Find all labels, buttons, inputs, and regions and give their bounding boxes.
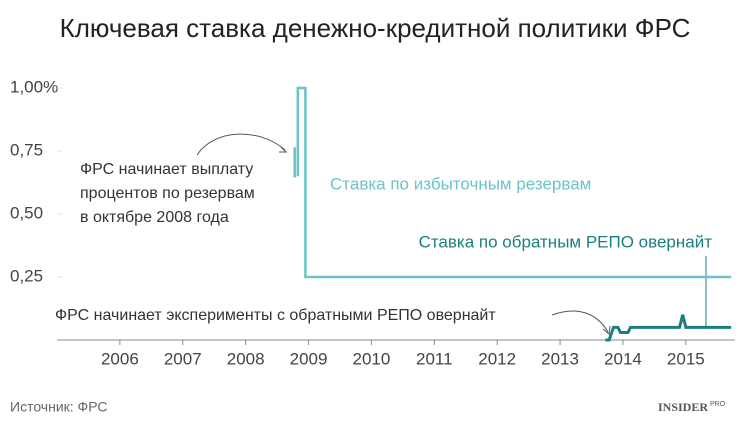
line [293, 86, 732, 279]
x-tick-label: 2006 [101, 349, 139, 368]
line [605, 314, 732, 342]
x-tick-label: 2011 [416, 349, 453, 368]
annotation: процентов по резервам [80, 185, 255, 202]
y-tick-label: 0,25 [10, 266, 43, 285]
y-tick-label: 0,50 [10, 203, 43, 222]
series-label: Ставка по обратным РЕПО овернайт [419, 232, 713, 251]
logo: INSIDER [658, 400, 708, 414]
x-tick-label: 2010 [353, 349, 391, 368]
arrow-head [279, 146, 288, 153]
annotation-arrow [551, 310, 609, 333]
x-tick-label: 2013 [541, 349, 579, 368]
x-tick-label: 2008 [227, 349, 265, 368]
x-tick-label: 2007 [164, 349, 202, 368]
x-tick-label: 2014 [604, 349, 642, 368]
y-tick-label: 0,75 [10, 140, 43, 159]
source: Источник: ФРС [10, 399, 107, 415]
annotation: ФРС начинает эксперименты с обратными РЕ… [55, 307, 496, 324]
annotation: ФРС начинает выплату [80, 161, 253, 178]
x-tick-label: 2015 [667, 349, 705, 368]
x-tick-label: 2009 [290, 349, 328, 368]
annotation: в октябре 2008 года [80, 209, 229, 226]
chart-title: Ключевая ставка денежно-кредитной полити… [60, 13, 691, 43]
logo-sup: PRO [710, 401, 726, 408]
arrow-head [602, 325, 611, 335]
x-tick-label: 2012 [478, 349, 516, 368]
series-label: Ставка по избыточным резервам [330, 174, 591, 193]
annotation-arrow [196, 133, 286, 156]
y-tick-label: 1,00% [10, 77, 58, 96]
